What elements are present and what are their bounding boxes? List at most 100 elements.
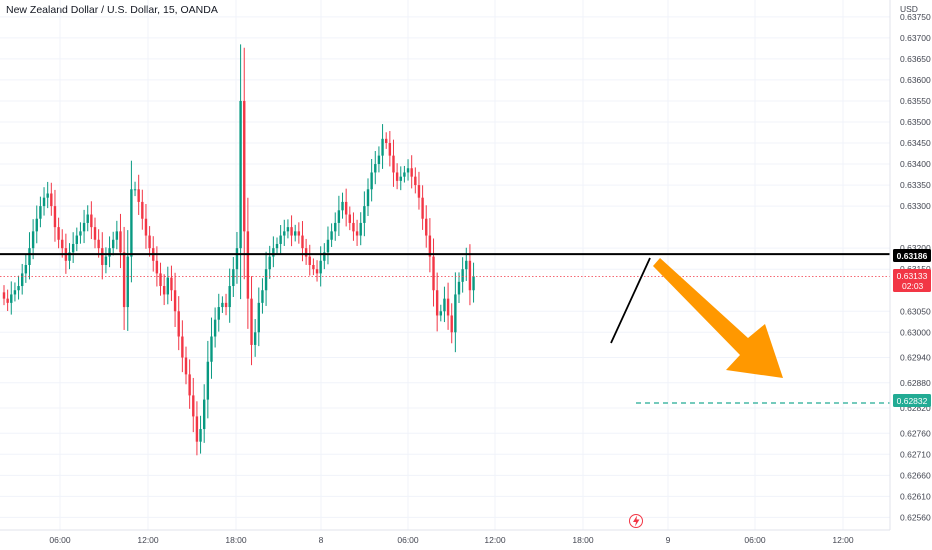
candle-body <box>104 256 108 265</box>
candle-body <box>446 298 450 316</box>
candle-body <box>50 193 53 207</box>
time-axis[interactable]: 06:00 12:00 18:00 8 06:00 12:00 18:00 9 06:00 12:… <box>0 529 890 545</box>
candle-body <box>108 248 111 257</box>
price-tick-label: 0.62660 <box>900 470 931 480</box>
candle-body <box>6 298 9 303</box>
arrow-shape <box>653 258 783 378</box>
target-price: 0.62832 <box>897 396 928 406</box>
candle-body <box>323 252 326 261</box>
price-tags: 0.63186 0.63133 02:03 0.62832 <box>893 249 931 407</box>
candle-body <box>75 235 78 244</box>
candle-body <box>46 193 49 198</box>
lightning-icon[interactable] <box>629 514 643 528</box>
price-tick-label: 0.63650 <box>900 54 931 64</box>
candle-body <box>417 185 421 198</box>
candle-body <box>82 222 86 232</box>
candle-body <box>93 227 97 240</box>
price-tick-label: 0.63600 <box>900 75 931 85</box>
candle-body <box>17 286 20 291</box>
candle-body <box>122 252 126 308</box>
price-tick-label: 0.63700 <box>900 33 931 43</box>
price-tick-label: 0.63500 <box>900 117 931 127</box>
candle-body <box>366 189 370 207</box>
candle-body <box>279 235 282 244</box>
candle-body <box>388 143 392 156</box>
candle-body <box>192 395 195 417</box>
candle-body <box>403 172 406 177</box>
price-tick-label: 0.62820 <box>900 403 931 413</box>
candle-body <box>392 155 395 173</box>
candle-body <box>315 269 319 274</box>
candle-body <box>130 189 133 257</box>
candle-body <box>381 138 384 156</box>
candle-body <box>428 235 432 257</box>
candle-body <box>188 374 191 396</box>
candle-body <box>443 298 446 312</box>
candle-body <box>90 214 93 228</box>
candle-body <box>374 164 377 173</box>
candle-body <box>61 239 64 249</box>
candle-body <box>326 239 330 253</box>
candle-body <box>28 248 31 265</box>
trendline[interactable] <box>610 257 651 344</box>
candle-body <box>210 336 213 362</box>
candle-body <box>283 231 286 236</box>
time-tick-label: 9 <box>666 535 671 545</box>
price-tick-label: 0.62880 <box>900 378 931 388</box>
candle-body <box>301 235 304 249</box>
time-tick-label: 12:00 <box>484 535 506 545</box>
price-tick-label: 0.63400 <box>900 159 931 169</box>
candle-body <box>195 416 199 442</box>
candle-body <box>454 294 457 333</box>
currency-label: USD <box>900 4 918 14</box>
current-price-tag: 0.63133 02:03 <box>893 269 931 292</box>
price-tick-label: 0.62710 <box>900 449 931 459</box>
candle-body <box>385 138 388 144</box>
candle-body <box>297 231 301 236</box>
candle-body <box>213 319 217 337</box>
candle-body <box>410 168 413 177</box>
candle-body <box>53 206 57 228</box>
candle-body <box>177 311 180 337</box>
target-price-tag: 0.62832 <box>893 394 931 407</box>
candle-body <box>170 277 173 291</box>
candle-body <box>97 239 100 249</box>
candle-body <box>253 332 257 345</box>
candle-body <box>42 197 46 207</box>
candle-body <box>141 201 144 219</box>
candle-body <box>294 231 297 236</box>
price-tick-label: 0.62560 <box>900 512 931 522</box>
candle-body <box>268 256 271 270</box>
candle-body <box>399 176 402 181</box>
candle-body <box>239 100 242 249</box>
chart-title: New Zealand Dollar / U.S. Dollar, 15, OA… <box>6 4 218 16</box>
bearish-arrow[interactable] <box>653 258 783 378</box>
candle-body <box>439 311 442 316</box>
candle-body <box>184 357 188 375</box>
candle-body <box>162 286 166 295</box>
price-tick-label: 0.62760 <box>900 428 931 438</box>
candle-body <box>355 231 359 236</box>
candle-body <box>101 248 104 265</box>
candle-body <box>312 265 315 270</box>
candle-body <box>330 231 333 240</box>
candle-body <box>228 286 231 308</box>
candle-body <box>406 168 410 173</box>
time-tick-label: 18:00 <box>225 535 247 545</box>
candle-body <box>334 222 337 232</box>
price-tick-label: 0.63350 <box>900 180 931 190</box>
candle-body <box>31 231 35 249</box>
time-tick-label: 06:00 <box>397 535 419 545</box>
candle-body <box>395 172 399 181</box>
candle-body <box>71 243 75 253</box>
candle-body <box>344 201 348 215</box>
candle-body <box>199 429 202 442</box>
candle-body <box>465 260 468 270</box>
candle-body <box>155 260 159 274</box>
candle-body <box>173 290 177 312</box>
resistance-price: 0.63186 <box>897 251 928 261</box>
candle-body <box>435 290 439 316</box>
price-tick-label: 0.62610 <box>900 491 931 501</box>
candle-body <box>425 218 428 236</box>
